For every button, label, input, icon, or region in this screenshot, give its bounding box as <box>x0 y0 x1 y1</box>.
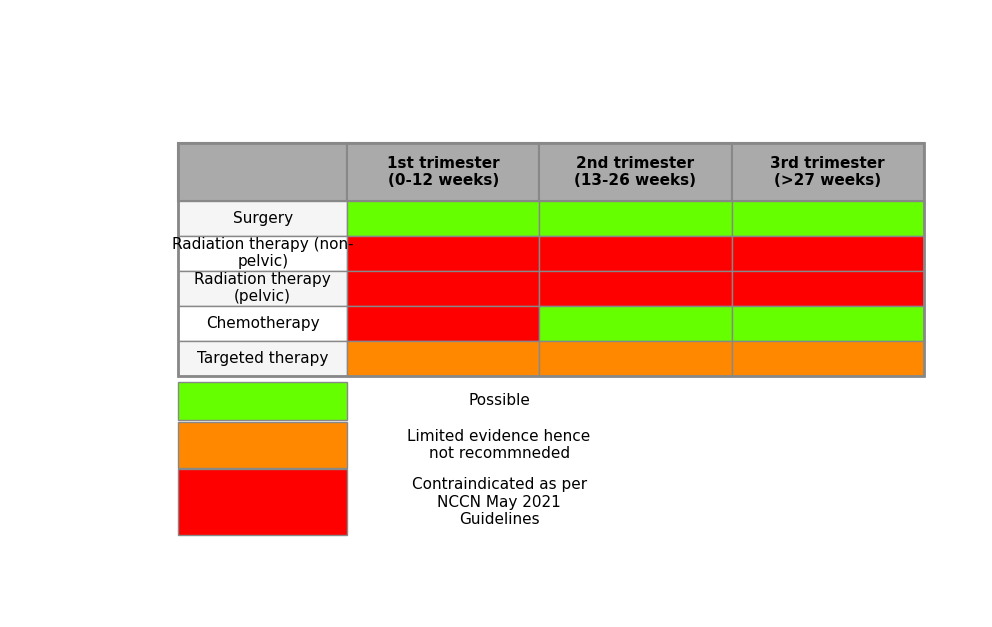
Bar <box>732 236 924 271</box>
Bar <box>732 271 924 305</box>
Bar <box>732 143 924 201</box>
Text: Limited evidence hence
not recommneded: Limited evidence hence not recommneded <box>408 429 590 461</box>
Bar <box>732 305 924 340</box>
Text: Contraindicated as per
NCCN May 2021
Guidelines: Contraindicated as per NCCN May 2021 Gui… <box>412 477 586 527</box>
Bar <box>540 201 732 236</box>
Bar <box>179 236 347 271</box>
Bar <box>540 305 732 340</box>
Bar <box>347 143 540 201</box>
Bar <box>179 201 347 236</box>
Text: Targeted therapy: Targeted therapy <box>197 350 328 366</box>
Bar <box>179 422 347 468</box>
Bar <box>347 305 540 340</box>
Text: 1st trimester
(0-12 weeks): 1st trimester (0-12 weeks) <box>387 155 500 188</box>
Bar <box>179 305 347 340</box>
Bar <box>540 236 732 271</box>
Text: 3rd trimester
(>27 weeks): 3rd trimester (>27 weeks) <box>771 155 885 188</box>
Bar <box>179 271 347 305</box>
Bar <box>179 382 347 420</box>
Bar <box>179 143 347 201</box>
Bar <box>540 143 732 201</box>
Text: Possible: Possible <box>468 394 530 408</box>
Bar <box>347 236 540 271</box>
Bar <box>347 271 540 305</box>
Text: Radiation therapy
(pelvic): Radiation therapy (pelvic) <box>194 272 331 304</box>
Bar <box>347 201 540 236</box>
Bar <box>347 340 540 376</box>
Text: Surgery: Surgery <box>233 211 293 226</box>
Bar <box>540 271 732 305</box>
Bar <box>732 340 924 376</box>
Text: Radiation therapy (non-
pelvic): Radiation therapy (non- pelvic) <box>172 237 353 270</box>
Bar <box>179 340 347 376</box>
Text: Chemotherapy: Chemotherapy <box>206 315 319 330</box>
Bar <box>179 143 924 376</box>
Bar <box>179 470 347 535</box>
Text: 2nd trimester
(13-26 weeks): 2nd trimester (13-26 weeks) <box>574 155 696 188</box>
Bar <box>540 340 732 376</box>
Bar <box>732 201 924 236</box>
